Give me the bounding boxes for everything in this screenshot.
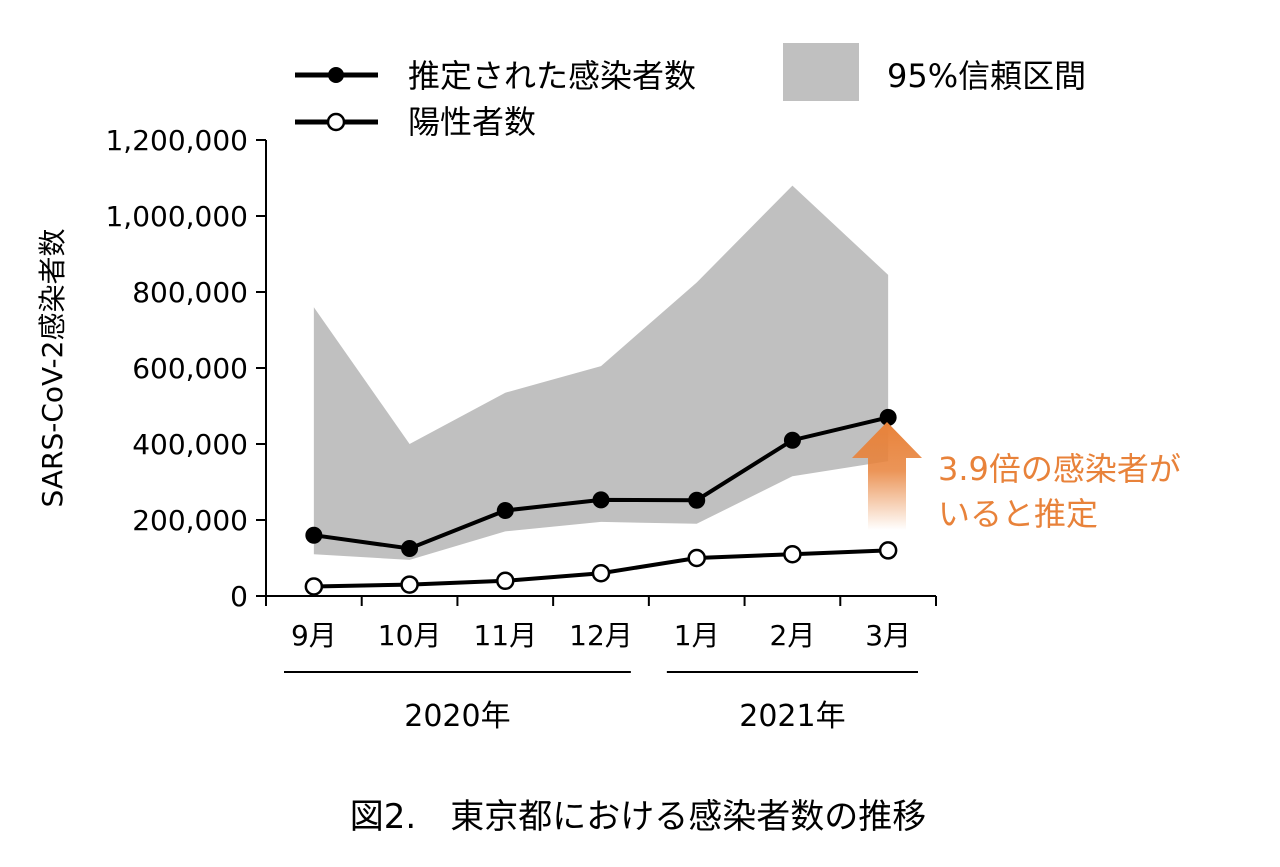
positive-point: [783, 544, 802, 564]
estimated-point: [496, 502, 514, 519]
estimated-point: [401, 540, 419, 557]
x-tick-label: 3月: [865, 619, 911, 652]
y-axis: 0 200,000 400,000 600,000 800,000 1,000,000 1,…: [105, 124, 267, 613]
positive-point: [496, 571, 515, 591]
y-tick-label: 1,000,000: [105, 200, 248, 233]
legend-marker-positive: [326, 112, 346, 132]
annotation: 3.9倍の感染者が いると推定: [852, 422, 1181, 533]
legend-label-estimated: 推定された感染者数: [408, 57, 696, 95]
estimated-point: [879, 408, 897, 426]
y-tick-label: 200,000: [132, 504, 248, 537]
confidence-band: [313, 185, 889, 560]
year-label: 2021年: [739, 699, 845, 734]
estimated-point: [305, 526, 323, 544]
y-axis-label: SARS-CoV-2感染者数: [36, 229, 69, 508]
positive-point: [687, 548, 706, 568]
year-groups: 2020年 2021年: [284, 671, 918, 734]
estimated-point: [688, 491, 706, 509]
x-axis: 9月 10月 11月 12月 1月 2月 3月: [265, 595, 937, 652]
y-tick-label: 1,200,000: [105, 124, 248, 157]
estimated-point: [592, 491, 610, 509]
year-label: 2020年: [404, 699, 510, 734]
annotation-line-2: いると推定: [938, 495, 1098, 533]
x-tick-label: 12月: [569, 619, 633, 652]
positive-point: [400, 575, 419, 594]
y-tick-label: 0: [230, 580, 248, 613]
estimated-point: [783, 431, 801, 449]
y-tick-label: 600,000: [132, 352, 248, 385]
legend-swatch-band: [783, 43, 859, 101]
positive-point: [591, 563, 611, 583]
x-tick-label: 9月: [291, 619, 337, 652]
positive-point: [878, 541, 898, 560]
legend-marker-estimated: [328, 67, 344, 83]
x-tick-label: 2月: [770, 619, 816, 652]
y-tick-label: 800,000: [132, 276, 248, 309]
annotation-arrow: [852, 422, 922, 530]
legend-label-band: 95%信頼区間: [887, 57, 1086, 95]
x-tick-label: 11月: [473, 619, 537, 652]
positive-point: [304, 577, 324, 596]
annotation-line-1: 3.9倍の感染者が: [938, 450, 1181, 488]
y-tick-label: 400,000: [132, 428, 248, 461]
legend: 推定された感染者数 陽性者数 95%信頼区間: [295, 43, 1086, 141]
figure-caption: 図2. 東京都における感染者数の推移: [350, 797, 926, 837]
x-tick-label: 10月: [378, 619, 442, 652]
legend-label-positive: 陽性者数: [408, 103, 536, 141]
series-layer: [304, 408, 898, 596]
x-tick-label: 1月: [674, 619, 720, 652]
